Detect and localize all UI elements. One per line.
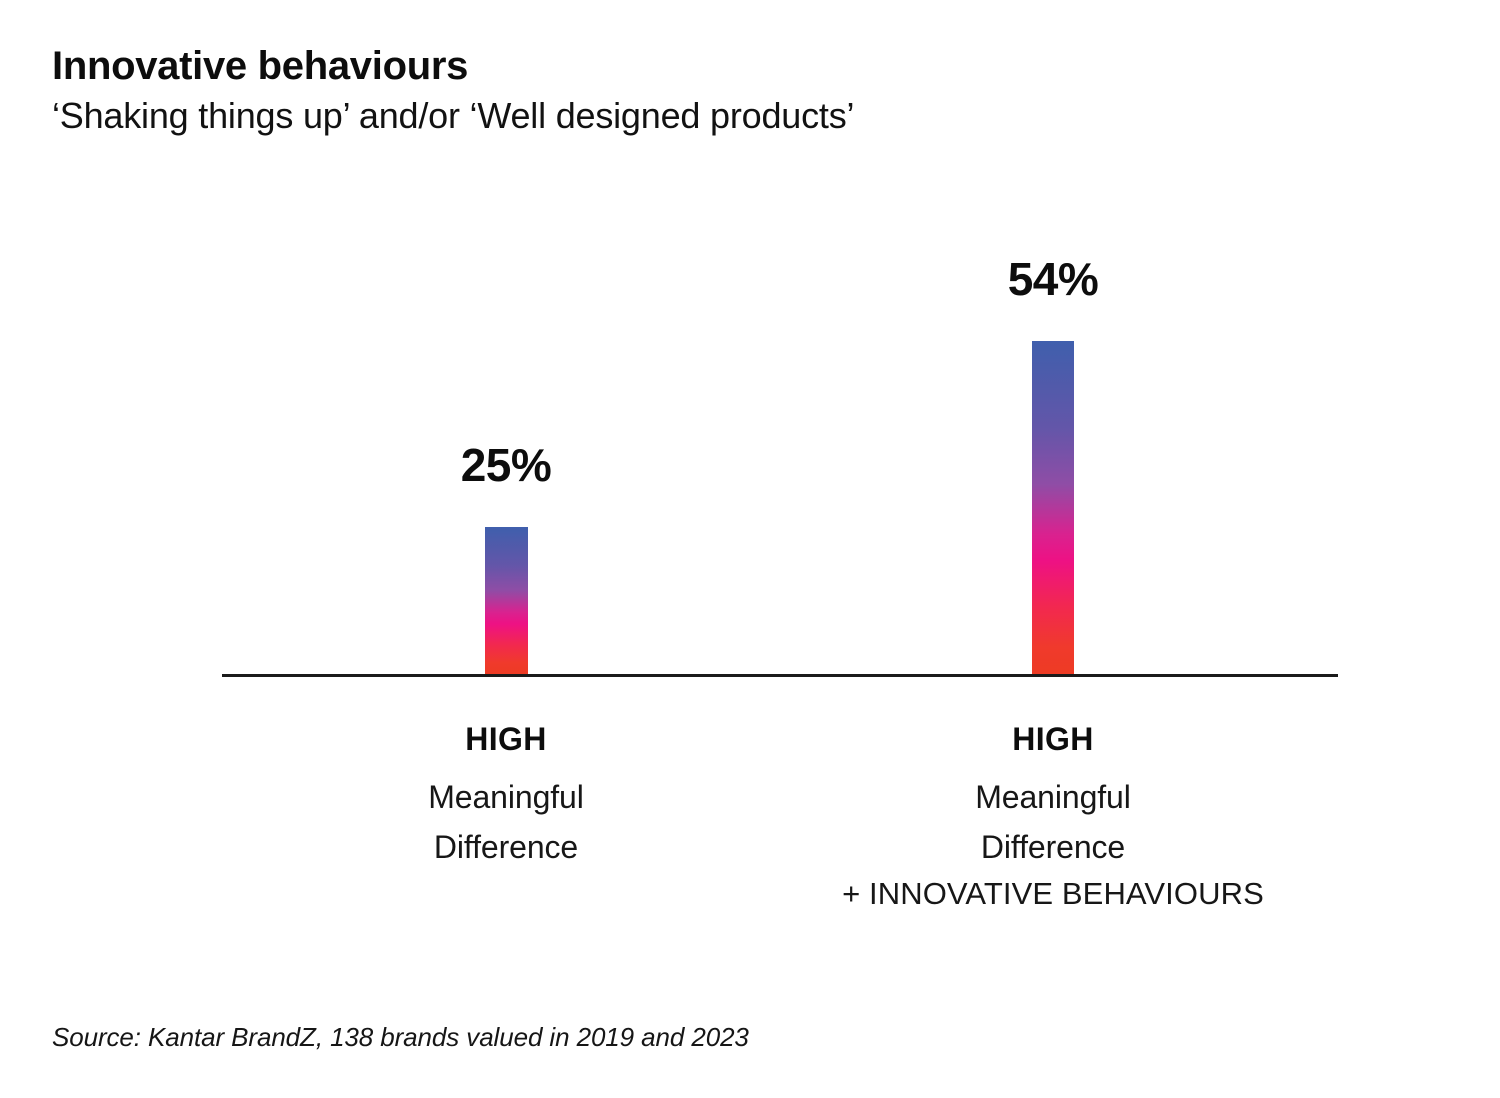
category-label-group: HIGH Meaningful Difference + INNOVATIVE … (782, 721, 1324, 915)
category-extra-label: + INNOVATIVE BEHAVIOURS (842, 876, 1264, 912)
category-description-label: Meaningful Difference (428, 779, 584, 865)
category-description-label: Meaningful Difference (975, 779, 1131, 865)
bar-column[interactable] (1032, 341, 1074, 674)
chart-header: Innovative behaviours ‘Shaking things up… (52, 44, 1352, 137)
bar-column[interactable] (485, 527, 528, 674)
category-tier-label: HIGH (1012, 721, 1094, 757)
page-title: Innovative behaviours (52, 44, 469, 88)
bar-value-label: 54% (1007, 253, 1099, 305)
bar-gradient-fill (485, 527, 528, 674)
chart-source-note: Source: Kantar BrandZ, 138 brands valued… (52, 1022, 749, 1052)
bar-value-label: 25% (460, 439, 552, 491)
category-tier-label: HIGH (465, 721, 547, 757)
category-label-group: HIGH Meaningful Difference (356, 721, 656, 872)
page-subtitle: ‘Shaking things up’ and/or ‘Well designe… (52, 94, 855, 136)
bar-group-high-meaningful-difference: 25% HIGH Meaningful Difference (335, 0, 678, 1098)
x-axis-baseline (222, 674, 1338, 677)
bar-group-high-meaningful-difference-innovative: 54% HIGH Meaningful Difference + INNOVAT… (782, 0, 1324, 1098)
bar-gradient-fill (1032, 341, 1074, 674)
